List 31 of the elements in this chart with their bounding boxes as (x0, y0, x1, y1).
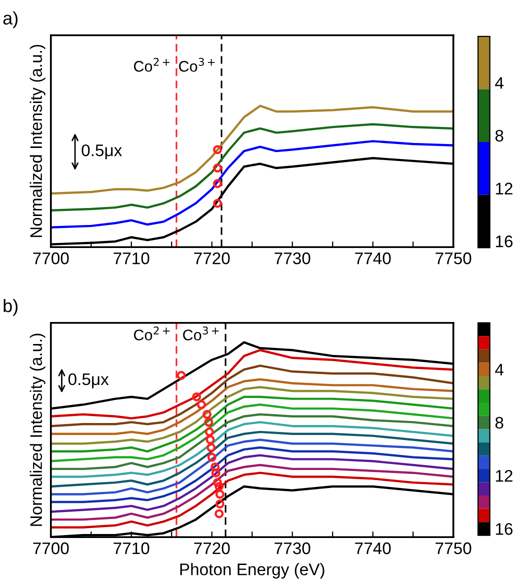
ref-line-label: Co$^{3+}$ (179, 58, 215, 72)
y-axis-title: Normalized Intensity (a.u.) (30, 44, 46, 238)
ref-line-label: Co$^{2+}$ (134, 58, 170, 72)
x-tick-label: 7700 (33, 542, 69, 554)
ref-line-label: Co$^{2+}$ (134, 326, 170, 340)
x-tick-label: 7730 (274, 252, 310, 264)
color-bar-label: 4 (495, 364, 504, 376)
color-bar-label: 12 (496, 182, 512, 194)
color-bar-label: 16 (496, 523, 513, 535)
x-tick-label: 7720 (194, 542, 230, 554)
y-axis-title: Normalized Intensity (a.u.) (30, 334, 46, 526)
x-tick-label: 7750 (436, 252, 472, 264)
x-axis-title: Photon Energy (eV) (180, 563, 324, 579)
x-tick-label: 7740 (355, 542, 391, 554)
chart-title: b) (4, 298, 18, 316)
x-tick-label: 7710 (114, 542, 150, 554)
x-tick-label: 7720 (194, 252, 230, 264)
x-tick-label: 7700 (33, 252, 69, 264)
color-bar-label: 12 (496, 470, 512, 482)
x-tick-label: 7750 (436, 542, 472, 554)
color-bar-label: 8 (495, 416, 504, 429)
color-bar-label: 8 (495, 130, 504, 142)
x-tick-label: 7740 (355, 252, 391, 264)
annotation: 0.5μx (68, 373, 109, 388)
x-tick-label: 7710 (114, 252, 150, 264)
color-bar-label: 16 (496, 236, 513, 248)
color-bar-label: 4 (495, 77, 504, 89)
ref-line-label: Co$^{3+}$ (183, 326, 219, 340)
annotation: 0.5μx (82, 144, 122, 160)
x-tick-label: 7730 (274, 542, 310, 554)
chart-title: a) (3, 11, 18, 28)
